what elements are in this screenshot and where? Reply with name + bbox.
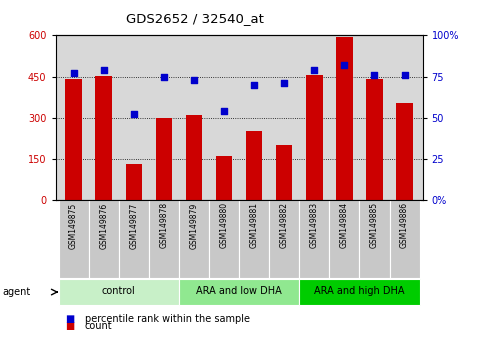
Point [401,72,409,78]
Bar [359,200,389,278]
Point [70,70,77,76]
Text: GSM149879: GSM149879 [189,202,199,249]
Point [160,74,168,79]
Point [100,67,108,73]
Bar [299,279,420,305]
Point [370,72,378,78]
Text: GSM149885: GSM149885 [370,202,379,249]
Bar [299,200,329,278]
Bar [89,200,119,278]
Text: ARA and high DHA: ARA and high DHA [314,286,405,297]
Text: percentile rank within the sample: percentile rank within the sample [85,314,250,324]
Text: GSM149875: GSM149875 [69,202,78,249]
Bar [276,145,293,200]
Bar [336,37,353,200]
Text: GSM149876: GSM149876 [99,202,108,249]
Bar [389,200,420,278]
Text: GSM149878: GSM149878 [159,202,169,249]
Text: agent: agent [2,287,30,297]
Text: GSM149884: GSM149884 [340,202,349,249]
Text: GSM149886: GSM149886 [400,202,409,249]
Bar [179,200,209,278]
Point [311,67,318,73]
Bar [216,156,232,200]
Bar [119,200,149,278]
Point [130,112,138,117]
Bar [239,200,269,278]
Bar [366,79,383,200]
Text: GSM149881: GSM149881 [250,202,258,249]
Text: GSM149883: GSM149883 [310,202,319,249]
Text: control: control [102,286,136,297]
Bar [209,200,239,278]
Bar [58,279,179,305]
Text: ■: ■ [65,314,74,324]
Bar [396,103,413,200]
Bar [329,200,359,278]
Text: count: count [85,321,112,331]
Bar [246,131,262,200]
Bar [185,115,202,200]
Bar [126,164,142,200]
Bar [269,200,299,278]
Bar [156,118,172,200]
Bar [306,75,323,200]
Text: GSM149882: GSM149882 [280,202,289,249]
Text: ARA and low DHA: ARA and low DHA [196,286,282,297]
Point [280,80,288,86]
Bar [179,279,299,305]
Point [190,77,198,83]
Point [220,108,228,114]
Text: ■: ■ [65,321,74,331]
Point [250,82,258,88]
Bar [149,200,179,278]
Text: GSM149877: GSM149877 [129,202,138,249]
Bar [58,200,89,278]
Bar [65,79,82,200]
Text: GSM149880: GSM149880 [220,202,228,249]
Bar [96,76,112,200]
Text: GDS2652 / 32540_at: GDS2652 / 32540_at [126,12,264,25]
Point [341,62,348,68]
